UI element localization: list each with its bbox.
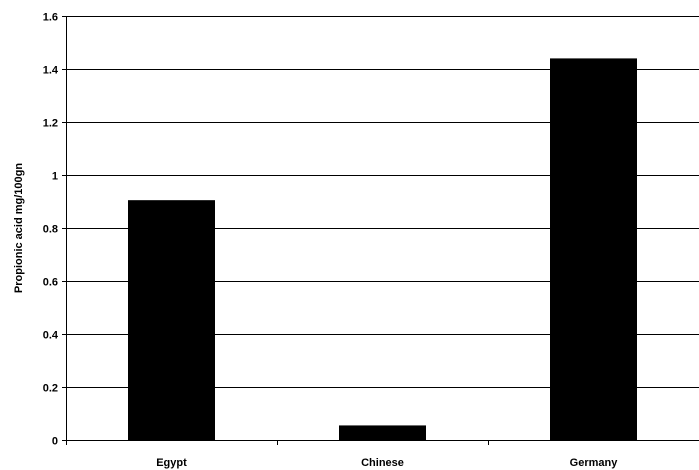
y-tick-label: 0.4 <box>43 330 59 342</box>
bar-chinese <box>339 425 426 440</box>
x-tick-label: Germany <box>570 457 619 469</box>
y-tick-label: 1 <box>52 171 58 183</box>
y-axis-label: Propionic acid mg/100gn <box>13 163 25 293</box>
y-tick-label: 1.4 <box>43 65 59 77</box>
y-tick-label: 1.6 <box>43 12 58 24</box>
axes <box>66 16 699 441</box>
bar-germany <box>550 58 637 441</box>
x-tick-label: Chinese <box>361 457 404 469</box>
y-tick-label: 0.2 <box>43 383 58 395</box>
y-tick-label: 0.6 <box>43 277 58 289</box>
y-tick-label: 1.2 <box>43 118 58 130</box>
y-tick-label: 0.8 <box>43 224 58 236</box>
bars <box>128 58 637 441</box>
y-axis-ticks: 0 0.2 0.4 0.6 0.8 1 1.2 1.4 1.6 <box>43 12 66 448</box>
bar-egypt <box>128 200 215 440</box>
x-tick-label: Egypt <box>156 457 187 469</box>
x-axis-ticks: Egypt Chinese Germany <box>66 440 619 469</box>
y-tick-label: 0 <box>52 436 58 448</box>
